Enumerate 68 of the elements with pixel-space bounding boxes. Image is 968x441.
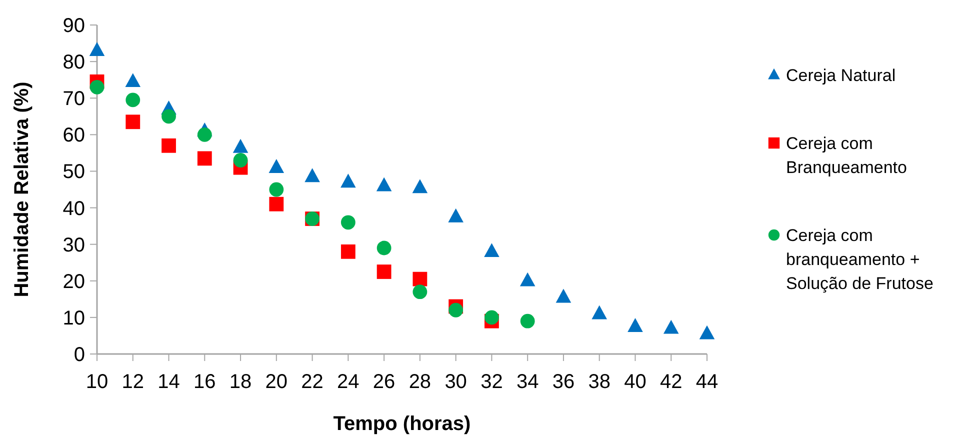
- point: [340, 244, 356, 259]
- y-tick-label: 90: [62, 15, 85, 37]
- point: [126, 114, 140, 130]
- point: [126, 92, 140, 108]
- point: [125, 73, 141, 88]
- point: [197, 151, 212, 166]
- point: [556, 288, 572, 303]
- x-tick-label: 14: [158, 371, 180, 393]
- point: [162, 109, 176, 124]
- y-tick-label: 20: [62, 270, 85, 293]
- x-tick-label: 16: [194, 371, 216, 393]
- point: [448, 208, 464, 222]
- x-tick-label: 34: [516, 371, 539, 393]
- x-axis-title: Tempo (horas): [333, 413, 471, 435]
- point: [89, 42, 105, 56]
- x-tick-label: 44: [696, 371, 718, 393]
- x-tick-label: 30: [444, 371, 467, 393]
- y-tick-label: 40: [62, 198, 85, 220]
- x-tick-label: 12: [122, 371, 144, 393]
- point: [197, 127, 212, 142]
- y-tick-label: 60: [62, 124, 85, 147]
- point: [448, 302, 464, 318]
- point: [663, 320, 679, 334]
- x-tick-label: 38: [588, 371, 610, 393]
- y-axis-title: Humidade Relativa (%): [11, 82, 33, 298]
- x-tick-label: 42: [660, 371, 682, 393]
- point: [268, 159, 284, 173]
- x-tick-label: 22: [301, 371, 324, 393]
- x-tick-label: 26: [372, 371, 396, 393]
- y-tick-label: 30: [62, 234, 85, 256]
- point: [592, 305, 608, 320]
- y-tick-label: 50: [62, 161, 85, 184]
- legend-label: Cereja com Branqueamento: [786, 134, 907, 177]
- x-tick-label: 18: [229, 371, 252, 393]
- x-tick-label: 24: [337, 371, 360, 393]
- x-tick-label: 32: [480, 371, 503, 393]
- point: [376, 240, 392, 256]
- y-tick-label: 10: [62, 307, 85, 330]
- x-tick-label: 40: [624, 371, 646, 393]
- point: [412, 272, 428, 286]
- x-tick-label: 20: [265, 371, 288, 393]
- point: [232, 138, 248, 153]
- point: [376, 264, 392, 279]
- point: [90, 80, 104, 94]
- point: [628, 318, 643, 332]
- y-tick-label: 0: [74, 344, 85, 366]
- point: [412, 179, 428, 194]
- point: [162, 138, 176, 153]
- x-tick-label: 28: [408, 371, 432, 393]
- point: [412, 284, 428, 300]
- point: [376, 177, 392, 192]
- point: [269, 196, 284, 212]
- point: [520, 314, 535, 328]
- point: [304, 168, 320, 182]
- x-tick-label: 10: [86, 371, 108, 393]
- legend-label: Cereja com branqueamento + Solução de Frutose: [786, 226, 934, 293]
- point: [233, 153, 248, 168]
- point: [520, 272, 536, 286]
- x-tick-label: 36: [552, 371, 575, 393]
- point: [269, 182, 284, 197]
- point: [340, 174, 356, 188]
- point: [699, 325, 715, 340]
- y-tick-label: 80: [62, 52, 85, 74]
- legend-label: Cereja Natural: [786, 66, 896, 85]
- point: [340, 215, 356, 230]
- point: [484, 310, 499, 325]
- point: [484, 243, 500, 258]
- y-tick-label: 70: [62, 88, 85, 110]
